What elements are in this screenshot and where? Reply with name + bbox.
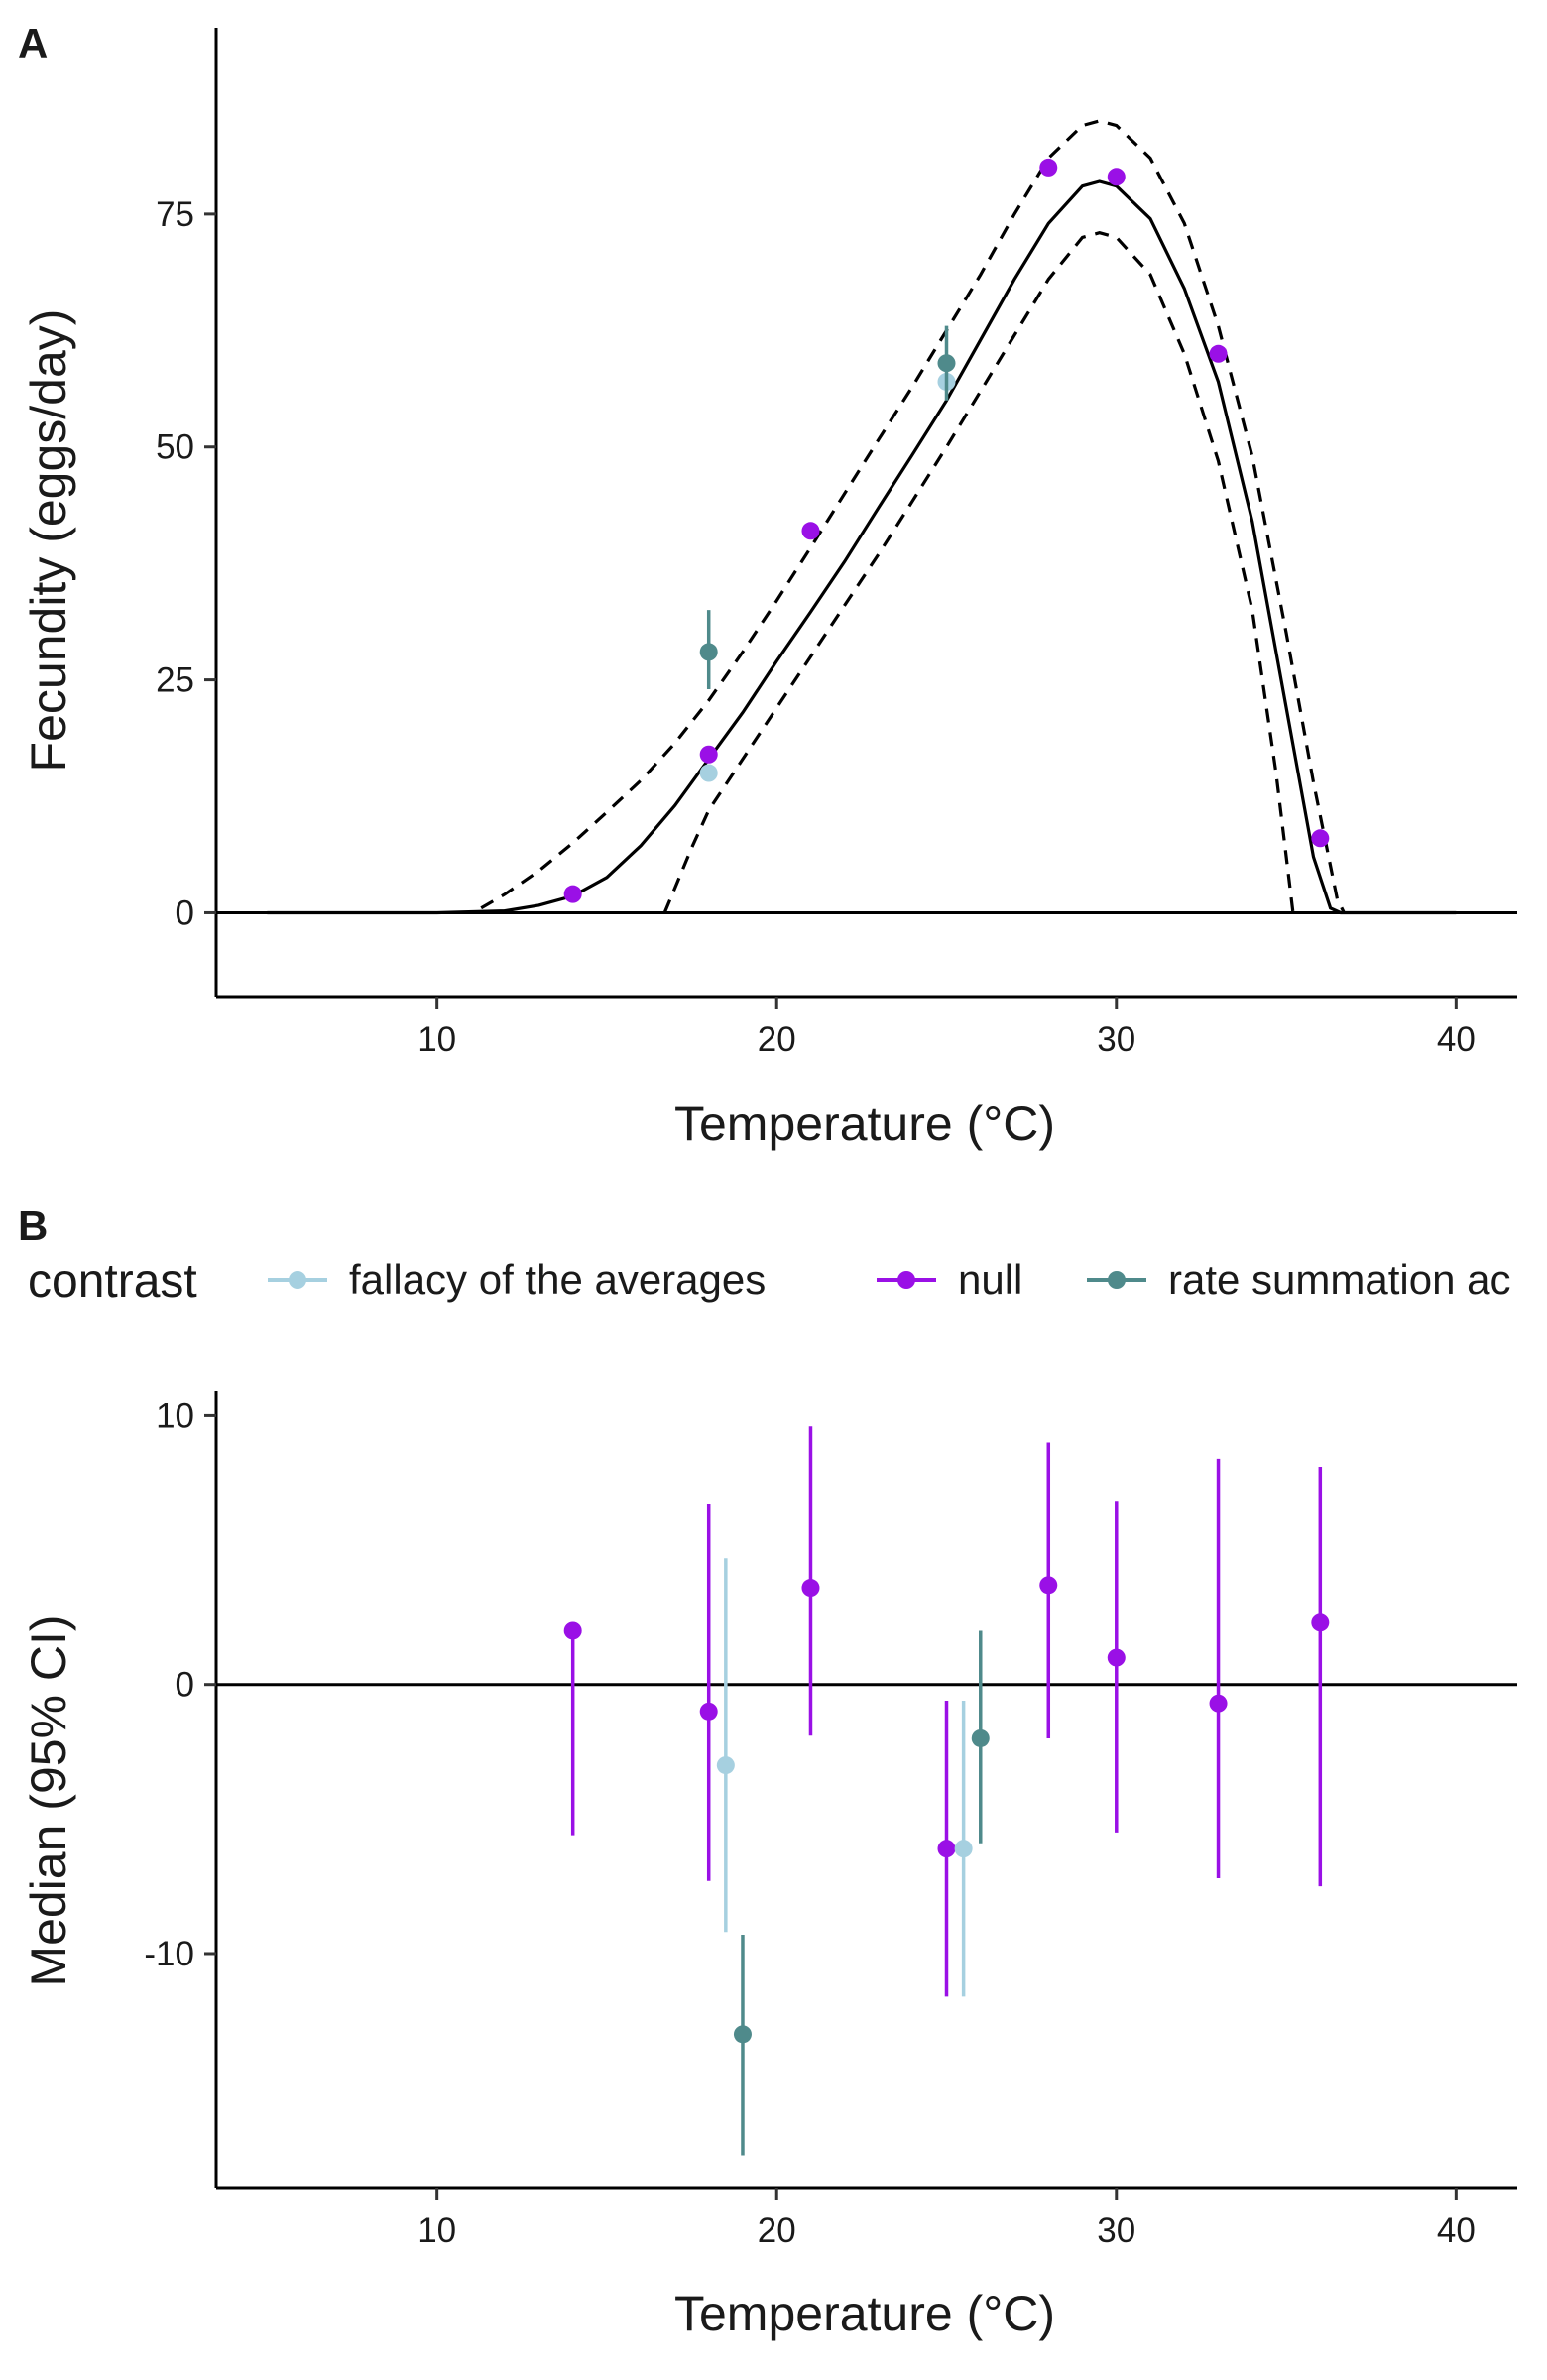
point-marker: [1311, 829, 1330, 848]
legend-title: contrast: [28, 1255, 197, 1308]
data-point-null: [1107, 1501, 1126, 1833]
point-marker: [801, 522, 820, 540]
panel-a-x-axis-title: Temperature (°C): [674, 1096, 1055, 1151]
point-marker: [1107, 168, 1126, 186]
legend-label-null: null: [958, 1256, 1022, 1303]
data-point-null: [699, 745, 718, 764]
point-marker: [1039, 1576, 1058, 1595]
x-tick-label: 10: [417, 1020, 456, 1059]
point-marker: [699, 764, 718, 782]
data-point-rate: [937, 325, 956, 401]
legend: contrast fallacy of the averages null ra…: [28, 1255, 1510, 1308]
data-point-rate: [733, 1934, 752, 2156]
data-point-null: [1107, 168, 1126, 186]
x-tick-label: 20: [758, 2211, 796, 2250]
point-marker: [699, 745, 718, 764]
point-marker: [937, 354, 956, 373]
point-marker: [563, 1621, 582, 1640]
point-marker: [1209, 1694, 1228, 1713]
legend-item-rate: rate summation ac: [1087, 1256, 1510, 1303]
data-point-fallacy: [699, 764, 718, 782]
panel-a-tag: A: [18, 20, 48, 66]
y-tick-label: -10: [144, 1935, 194, 1973]
point-marker: [937, 1840, 956, 1858]
panel-b: B contrast fallacy of the averages null …: [18, 1202, 1517, 2341]
point-marker: [1039, 158, 1058, 177]
x-tick-label: 40: [1437, 2211, 1476, 2250]
legend-label-rate: rate summation ac: [1168, 1256, 1510, 1303]
panel-a-points: [563, 158, 1330, 903]
y-tick-label: 75: [156, 195, 194, 234]
panel-a-curves: [267, 119, 1457, 915]
point-marker: [699, 643, 718, 661]
point-marker: [954, 1840, 973, 1858]
legend-item-fallacy: fallacy of the averages: [268, 1256, 766, 1303]
data-point-null: [801, 1426, 820, 1736]
data-point-null: [1039, 158, 1058, 177]
point-marker: [1209, 344, 1228, 363]
upper-ci-curve: [480, 119, 1346, 914]
data-point-fallacy: [954, 1700, 973, 1997]
y-tick-label: 50: [156, 428, 194, 467]
data-point-null: [699, 1503, 718, 1881]
point-marker: [1107, 1648, 1126, 1667]
x-tick-label: 30: [1097, 1020, 1135, 1059]
lower-ci-curve: [662, 231, 1295, 914]
fitted-curve: [267, 179, 1457, 915]
point-marker: [716, 1756, 735, 1775]
x-tick-label: 40: [1437, 1020, 1476, 1059]
panel-b-x-axis-title: Temperature (°C): [674, 2286, 1055, 2341]
point-marker: [733, 2025, 752, 2044]
legend-item-null: null: [877, 1256, 1022, 1303]
legend-key-point: [1108, 1271, 1126, 1289]
data-point-rate: [971, 1630, 990, 1844]
data-point-null: [1311, 829, 1330, 848]
x-tick-label: 30: [1097, 2211, 1135, 2250]
panel-a: A Fecundity (eggs/day) Temperature (°C) …: [18, 20, 1517, 1151]
data-point-null: [563, 885, 582, 903]
data-point-null: [1311, 1466, 1330, 1887]
legend-label-fallacy: fallacy of the averages: [349, 1256, 766, 1303]
panel-b-ticks: 10 20 30 40 -10 0 10: [144, 1396, 1475, 2250]
data-point-null: [1039, 1442, 1058, 1738]
data-point-null: [563, 1621, 582, 1836]
data-point-rate: [699, 610, 718, 689]
y-tick-label: 10: [156, 1396, 194, 1435]
point-marker: [563, 885, 582, 903]
panel-a-ticks: 10 20 30 40 0 25 50 75: [156, 195, 1476, 1059]
x-tick-label: 20: [758, 1020, 796, 1059]
panel-a-y-axis-title: Fecundity (eggs/day): [21, 309, 76, 773]
y-tick-label: 0: [176, 893, 194, 932]
y-tick-label: 25: [156, 661, 194, 700]
data-point-null: [801, 522, 820, 540]
data-point-fallacy: [716, 1558, 735, 1933]
data-point-null: [1209, 1458, 1228, 1879]
legend-key-point: [897, 1271, 915, 1289]
y-tick-label: 0: [176, 1666, 194, 1705]
point-marker: [1311, 1613, 1330, 1632]
legend-key-point: [289, 1271, 306, 1289]
point-marker: [801, 1579, 820, 1598]
point-marker: [699, 1702, 718, 1721]
data-point-null: [1209, 344, 1228, 363]
data-point-null: [937, 1700, 956, 1997]
panel-b-points: [563, 1426, 1330, 2156]
panel-b-y-axis-title: Median (95% CI): [21, 1614, 76, 1986]
point-marker: [971, 1728, 990, 1747]
panel-b-tag: B: [18, 1202, 48, 1249]
x-tick-label: 10: [417, 2211, 456, 2250]
